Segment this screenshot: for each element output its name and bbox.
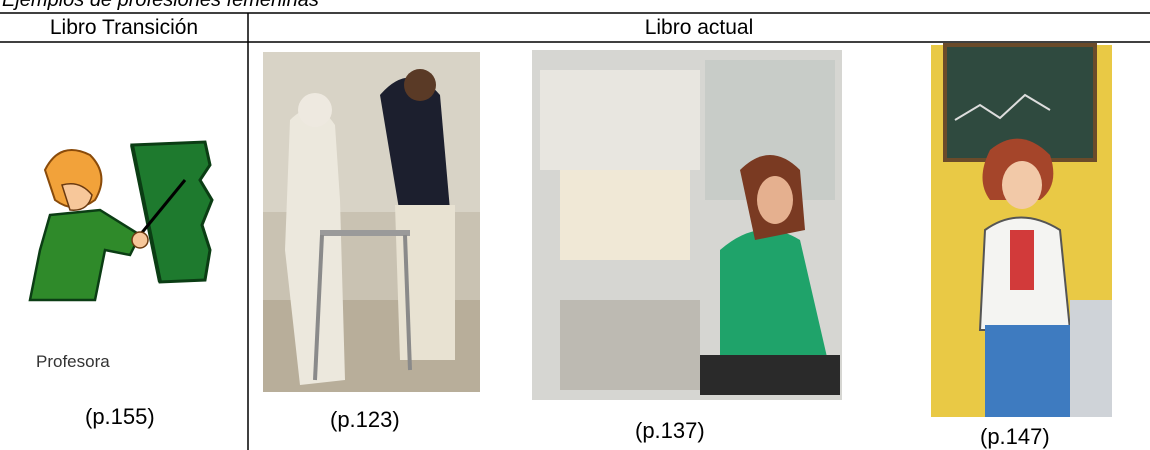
teacher-illustration bbox=[30, 142, 212, 300]
image-text: Profesora bbox=[36, 352, 110, 372]
photo-scientist-cartoon bbox=[931, 45, 1112, 417]
page-reference: (p.147) bbox=[980, 424, 1050, 450]
photo-caregiver bbox=[263, 52, 480, 392]
page-reference: (p.155) bbox=[85, 404, 155, 430]
column-header: Libro actual bbox=[248, 14, 1150, 42]
page: Ejemplos de profesiones femeninas bbox=[0, 0, 1150, 450]
page-reference: (p.123) bbox=[330, 407, 400, 433]
column-header: Libro Transición bbox=[0, 14, 248, 42]
page-reference: (p.137) bbox=[635, 418, 705, 444]
photo-shop-clerk bbox=[532, 50, 842, 400]
table-graphics bbox=[0, 0, 1150, 450]
